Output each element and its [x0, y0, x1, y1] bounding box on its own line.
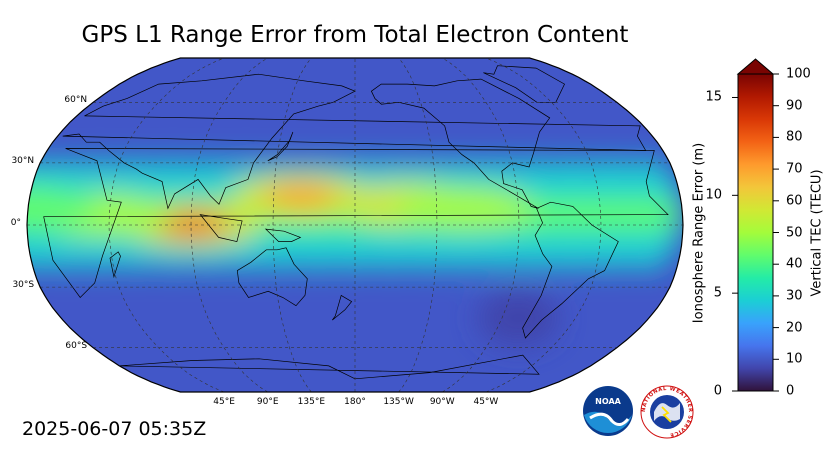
colorbar-left-tick-label: 5: [713, 285, 722, 301]
longitude-label: 90°E: [256, 397, 279, 407]
coastline-shape: [43, 148, 669, 299]
noaa-logo-text: NOAA: [595, 397, 621, 406]
colorbar-left-tick-label: 15: [705, 89, 722, 105]
colorbar-right-tick-label: 20: [786, 320, 803, 336]
latitude-label: 30°S: [12, 280, 35, 291]
tec-field: [27, 158, 683, 347]
colorbar-extend-max: [736, 58, 775, 75]
map-outline: [26, 57, 684, 393]
coastline-shape: [483, 65, 565, 103]
colorbar-ticks: [732, 73, 779, 392]
colorbar-right-tick-label: 50: [786, 225, 803, 240]
colorbar-left-tick-label: 10: [705, 187, 722, 203]
chart-title: GPS L1 Range Error from Total Electron C…: [81, 22, 629, 48]
colorbar-right-label: Vertical TEC (TECU): [809, 169, 825, 297]
latitude-label: 60°N: [64, 95, 88, 106]
noaa-logo: NOAA: [583, 386, 633, 436]
colorbar-right-tick-label: 40: [786, 256, 803, 272]
longitude-label: 45°E: [213, 397, 235, 407]
colorbar-right-tick-label: 0: [786, 383, 795, 399]
colorbar-right-tick-label: 30: [786, 288, 803, 304]
gridlines: [27, 58, 683, 392]
nws-logo: NATIONAL WEATHER SERVICE: [640, 385, 694, 439]
longitude-label: 90°W: [429, 397, 455, 407]
coastline-shape: [199, 214, 243, 243]
meridian-line: [442, 58, 520, 392]
colorbar-left-tick-label: 0: [713, 383, 722, 399]
longitude-label: 45°W: [473, 397, 499, 407]
colorbar: [737, 73, 774, 392]
longitude-label: 135°W: [383, 397, 414, 407]
latitude-label: 30°N: [11, 155, 35, 166]
meridian-line: [485, 58, 602, 392]
tec-peak-core: [262, 184, 339, 209]
tec-low-region: [478, 290, 559, 347]
map-projection-area: [27, 58, 683, 392]
colorbar-right-tick-label: 90: [786, 98, 803, 114]
meridian-line: [272, 58, 312, 392]
coastline-shape: [332, 294, 353, 321]
colorbar-right-tick-label: 80: [786, 129, 803, 145]
longitude-label: 180°: [344, 397, 366, 407]
latitude-label: 60°S: [65, 340, 88, 351]
meridian-line: [108, 58, 225, 392]
coastline-shape: [264, 228, 302, 242]
colorbar-right-tick-label: 60: [786, 193, 803, 209]
meridian-line: [398, 58, 438, 392]
longitude-label: 135°E: [297, 397, 326, 407]
timestamp: 2025-06-07 05:35Z: [22, 418, 207, 440]
colorbar-left-label: Ionosphere Range Error (m): [691, 142, 707, 324]
coastline-shape: [62, 73, 647, 210]
coastline-shape: [109, 251, 121, 279]
colorbar-right-tick-label: 10: [786, 351, 803, 367]
coastline-shape: [522, 201, 619, 339]
meridian-line: [190, 58, 268, 392]
tec-peak-core: [425, 196, 502, 221]
colorbar-right-tick-label: 100: [786, 66, 811, 82]
colorbar-right-tick-label: 70: [786, 161, 803, 177]
latitude-label: 0°: [10, 218, 22, 228]
